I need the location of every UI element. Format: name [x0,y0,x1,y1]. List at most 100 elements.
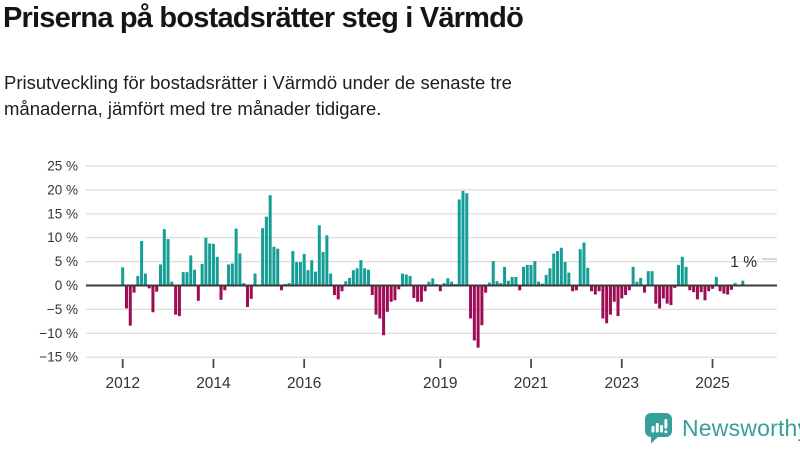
bar-positive [503,266,507,286]
bar-positive [404,274,408,286]
bar-negative [669,285,673,306]
bar-positive [162,229,166,286]
bar-positive [159,264,163,286]
bar-positive [363,268,367,286]
bar-positive [552,253,556,286]
bar-positive [193,269,197,286]
bar-positive [465,193,469,286]
bar-negative [480,285,484,326]
y-axis-tick-label: 5 % [55,254,78,269]
bar-positive [170,281,174,286]
bar-negative [389,285,393,302]
bar-negative [472,285,476,341]
bar-negative [707,285,711,292]
bar-positive [408,275,412,286]
bar-positive [234,228,238,286]
bar-negative [476,285,480,348]
bar-negative [729,285,733,290]
bar-positive [533,261,537,286]
bar-positive [181,272,185,286]
bar-negative [412,285,416,298]
bar-negative [124,285,128,309]
x-axis-tick-label: 2012 [105,375,139,392]
bar-positive [295,262,299,286]
bar-positive [291,251,295,286]
bar-negative [718,285,722,292]
bar-positive [544,274,548,286]
bar-positive [684,266,688,286]
bar-negative [654,285,658,304]
bar-negative [128,285,132,326]
page-title: Priserna på bostadsrätter steg i Värmdö [3,2,524,34]
bar-positive [514,276,518,286]
y-axis-tick-label: −15 % [39,350,78,365]
bar-positive [559,247,563,286]
bar-negative [151,285,155,313]
bar-positive [537,281,541,286]
bar-negative [155,285,159,292]
bar-negative [393,285,397,301]
y-axis-tick-label: −5 % [47,302,78,317]
bar-positive [491,261,495,286]
bar-positive [238,253,242,286]
bar-negative [336,285,340,300]
bar-negative [147,285,151,289]
bar-negative [688,285,692,291]
bar-negative [245,285,249,308]
bar-positive [582,242,586,286]
newsworthy-bubble-chart-icon [645,413,672,444]
bar-positive [631,266,635,286]
bar-negative [374,285,378,315]
bar-negative [223,285,227,291]
bar-positive [329,273,333,286]
bar-negative [605,285,609,324]
bar-positive [344,281,348,286]
bar-negative [370,285,374,296]
bar-positive [578,249,582,286]
bar-positive [567,272,571,286]
bar-positive [646,271,650,286]
bar-negative [332,285,336,296]
bar-positive [230,263,234,286]
bar-negative [132,285,136,293]
bar-positive [215,256,219,286]
bar-positive [495,281,499,286]
bar-positive [351,270,355,286]
bar-negative [673,285,677,288]
bar-negative [711,285,715,289]
bar-negative [574,285,578,291]
bar-negative [416,285,420,302]
bar-positive [310,260,314,286]
bar-positive [140,241,144,286]
bar-positive [650,271,654,286]
bar-negative [397,285,401,290]
y-axis-tick-label: 25 % [47,159,78,174]
bar-negative [590,285,594,292]
x-axis-tick-label: 2021 [514,375,548,392]
bar-negative [419,285,423,302]
bar-positive [510,276,514,286]
newsworthy-wordmark: Newsworthy [682,414,800,441]
y-axis-tick-label: −10 % [39,326,78,341]
bar-positive [306,270,310,286]
bar-positive [635,281,639,286]
bar-negative [484,285,488,293]
bar-positive [355,268,359,286]
bar-negative [385,285,389,312]
bar-negative [469,285,473,319]
bar-negative [627,285,631,291]
bar-positive [348,277,352,286]
bar-positive [321,252,325,286]
price-development-bar-chart: 25 % 20 % 15 % 10 % 5 % 0 % −5 % −10 % −15 % 2012… [39,159,777,392]
bar-positive [431,278,435,286]
bar-positive [204,237,208,286]
bar-positive [166,239,170,286]
bar-positive [521,266,525,286]
bar-positive [457,199,461,286]
bar-negative [642,285,646,293]
bar-positive [714,276,718,286]
bar-positive [548,268,552,286]
bar-positive [586,267,590,286]
bar-positive [639,277,643,286]
bar-positive [143,273,147,286]
